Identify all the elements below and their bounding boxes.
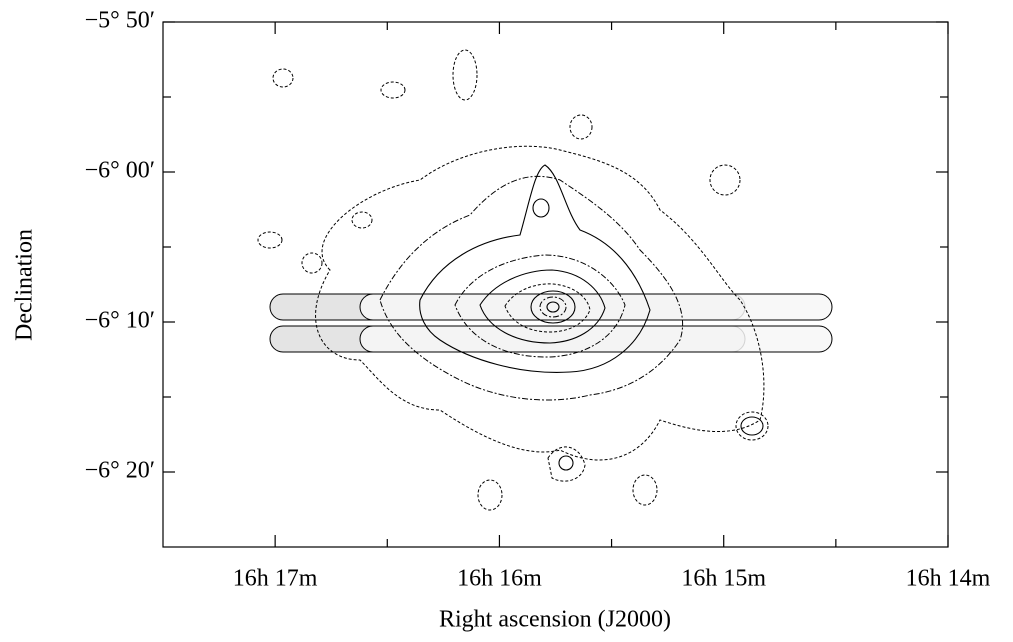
contours — [257, 49, 769, 511]
x-tick-label: 16h 15m — [681, 566, 766, 592]
x-tick-label: 16h 17m — [233, 566, 318, 592]
contour — [504, 283, 591, 333]
slit — [359, 325, 833, 353]
contour — [558, 455, 574, 471]
contour — [632, 474, 658, 506]
contour — [301, 252, 323, 274]
y-tick-label: −6° 00′ — [85, 158, 155, 184]
contour — [530, 290, 576, 324]
contour — [547, 446, 586, 482]
slit — [359, 293, 833, 321]
contour — [740, 416, 764, 436]
contour — [546, 301, 560, 313]
contour — [257, 231, 283, 249]
contour — [735, 411, 769, 441]
contour — [454, 254, 626, 358]
contour — [452, 49, 478, 101]
plot-frame — [162, 21, 949, 548]
y-axis-label: Declination — [12, 229, 38, 341]
contour — [532, 198, 550, 218]
contour — [479, 269, 606, 344]
contour — [419, 164, 651, 373]
x-tick-label: 16h 14m — [906, 566, 991, 592]
y-tick-label: −5° 50′ — [85, 8, 155, 34]
slits — [269, 293, 833, 353]
contour — [709, 164, 741, 196]
contour — [351, 211, 373, 229]
contour — [569, 114, 593, 140]
y-tick-label: −6° 20′ — [85, 458, 155, 484]
contour — [477, 479, 503, 511]
y-tick-label: −6° 10′ — [85, 308, 155, 334]
x-tick-label: 16h 16m — [457, 566, 542, 592]
contour — [315, 145, 765, 461]
contour — [272, 68, 294, 88]
contour — [380, 81, 406, 99]
contour — [379, 175, 684, 401]
contour — [539, 296, 567, 318]
x-axis-label: Right ascension (J2000) — [439, 607, 671, 633]
